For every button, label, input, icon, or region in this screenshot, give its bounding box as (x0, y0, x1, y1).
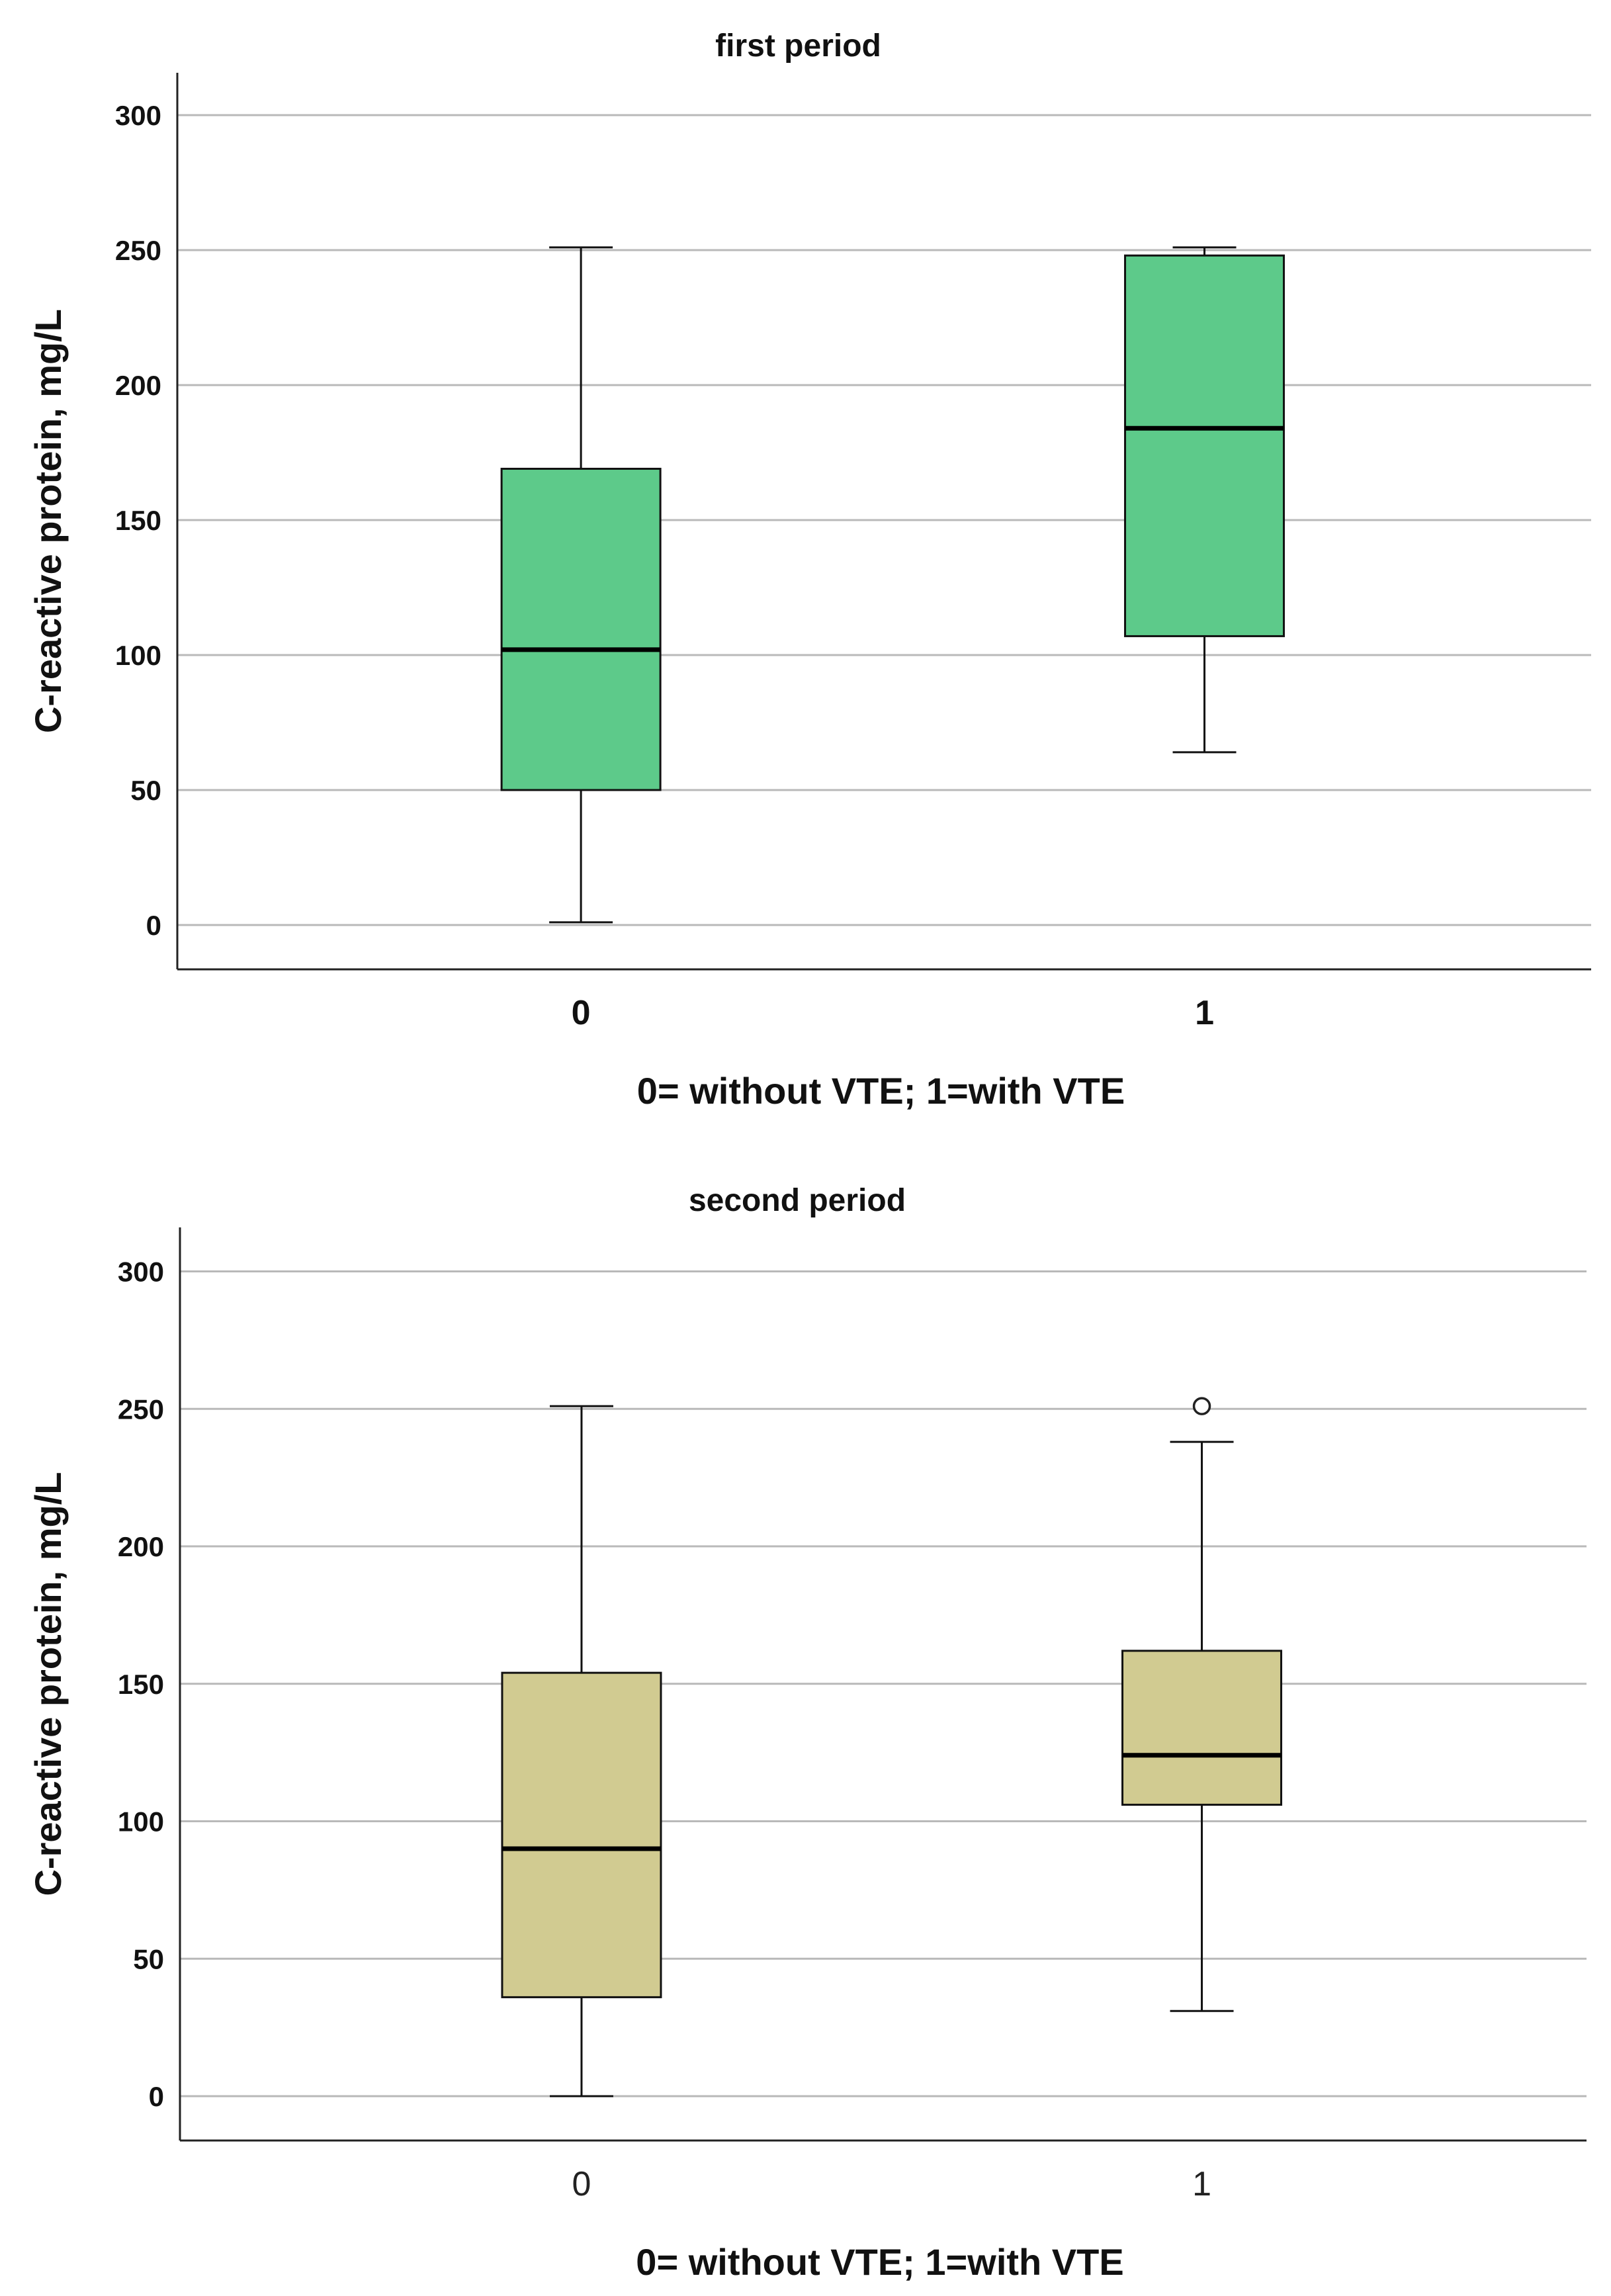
y-tick-label: 150 (118, 1669, 164, 1700)
x-tick-label: 1 (1192, 2165, 1211, 2203)
box-0 (500, 246, 662, 924)
iqr-box (1124, 254, 1285, 637)
chart-panel-1: 0 50 100 150 200 250 300 0 1 first period 0= witho… (27, 28, 1591, 1112)
chart-title: second period (689, 1183, 906, 1218)
y-tick-label: 200 (118, 1531, 164, 1562)
y-tick-label: 300 (118, 1257, 164, 1288)
y-tick-label: 50 (130, 775, 161, 806)
x-axis-label: 0= without VTE; 1=with VTE (636, 2241, 1123, 2283)
x-tick-label: 0 (572, 2165, 591, 2203)
y-tick-label: 100 (118, 1806, 164, 1837)
chart-panel-2: 0 50 100 150 200 250 300 0 1 second period 0= with… (27, 1183, 1587, 2283)
box-1 (1121, 1397, 1283, 2012)
y-tick-label: 200 (115, 370, 161, 401)
x-tick-label: 0 (572, 994, 591, 1032)
y-tick-label: 0 (149, 2081, 164, 2112)
outlier-point (1192, 1397, 1211, 1415)
y-tick-label: 250 (118, 1393, 164, 1425)
iqr-box (500, 467, 662, 791)
iqr-box (501, 1671, 662, 1998)
chart-title: first period (715, 28, 881, 64)
x-axis-label: 0= without VTE; 1=with VTE (637, 1070, 1125, 1112)
y-tick-label: 50 (133, 1943, 164, 1974)
y-axis-label: C-reactive protein, mg/L (27, 1472, 69, 1896)
y-axis-label: C-reactive protein, mg/L (27, 309, 69, 733)
y-tick-label: 0 (146, 910, 161, 941)
box-1 (1124, 246, 1285, 754)
box-0 (501, 1405, 662, 2097)
iqr-box (1121, 1650, 1283, 1806)
y-tick-label: 150 (115, 505, 161, 536)
y-tick-label: 300 (115, 100, 161, 131)
x-tick-label: 1 (1195, 994, 1214, 1032)
y-tick-label: 100 (115, 640, 161, 671)
y-tick-label: 250 (115, 235, 161, 266)
